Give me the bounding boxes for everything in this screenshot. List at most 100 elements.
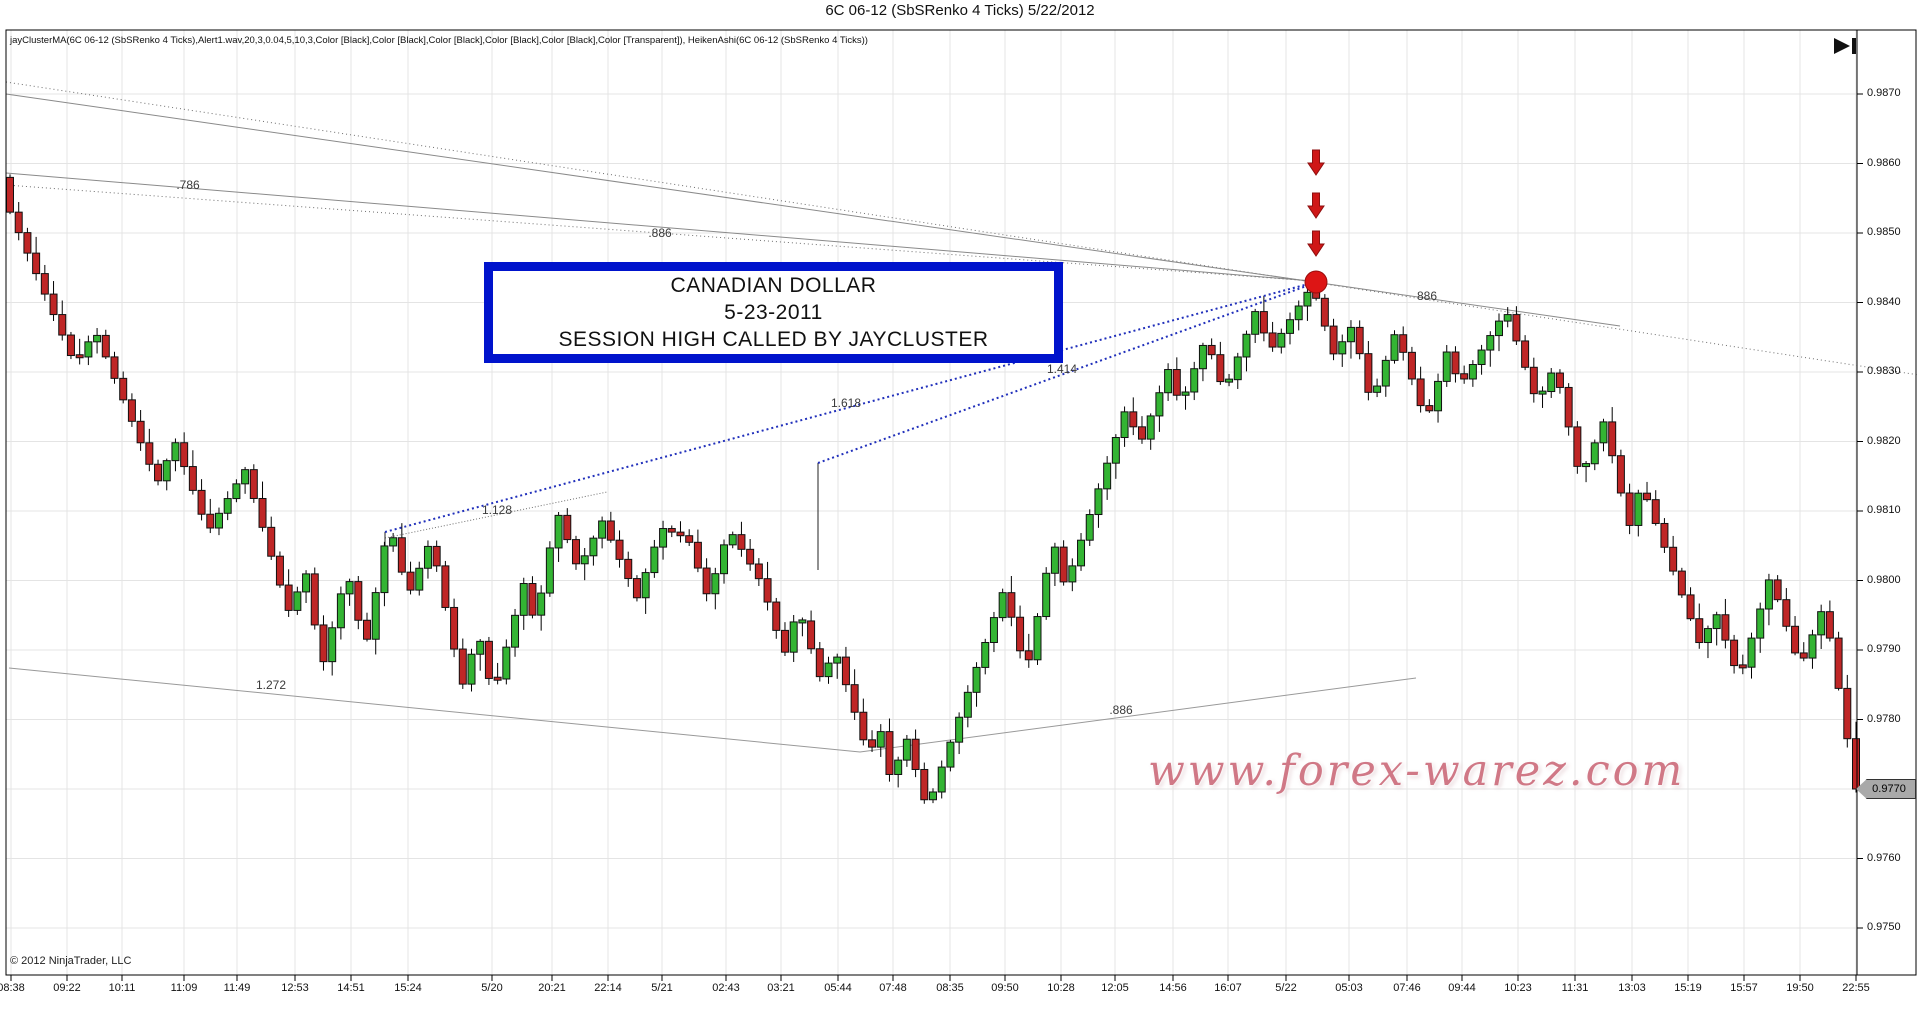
candle-up <box>824 662 833 678</box>
time-axis-label: 03:21 <box>767 982 795 994</box>
upper-trendline-dotted <box>5 81 1920 376</box>
candle-down <box>1059 546 1068 583</box>
price-axis-label: 0.9850 <box>1867 226 1901 238</box>
candle-up <box>1712 614 1721 630</box>
candle-up <box>537 592 546 616</box>
candle-up <box>1503 314 1512 322</box>
candle-up <box>1251 311 1260 335</box>
candle-down <box>632 578 641 599</box>
candle-down <box>1799 652 1808 659</box>
candle-up <box>1346 326 1355 343</box>
candle-down <box>1399 334 1408 353</box>
candle-up <box>963 691 972 718</box>
indicator-parameters-text: jayClusterMA(6C 06-12 (SbSRenko 4 Ticks)… <box>10 35 868 46</box>
chart-border <box>5 29 1917 976</box>
candle-down <box>746 548 755 565</box>
bottom-fib-trendline <box>8 667 1417 753</box>
price-axis-label: 0.9800 <box>1867 573 1901 586</box>
candle-down <box>868 739 877 748</box>
candle-down <box>685 535 694 543</box>
time-axis-label: 07:46 <box>1393 982 1421 994</box>
time-axis-label: 12:05 <box>1101 982 1129 994</box>
candle-down <box>1521 340 1530 368</box>
candle-down <box>1573 426 1582 467</box>
candle-up <box>1094 488 1103 516</box>
candle-down <box>1555 372 1564 388</box>
price-axis-label: 0.9870 <box>1867 87 1901 99</box>
price-axis-label: 0.9760 <box>1867 851 1901 864</box>
candle-down <box>258 497 267 528</box>
candle-down <box>1616 455 1625 494</box>
candle-down <box>667 528 676 533</box>
time-axis-label: 10:23 <box>1504 982 1532 994</box>
candle-up <box>711 573 720 595</box>
price-axis-label: 0.9810 <box>1867 504 1901 516</box>
time-axis-label: 20:21 <box>538 982 566 994</box>
candle-up <box>1233 356 1242 381</box>
fib-ratio-label: 1.618 <box>830 396 862 410</box>
candle-down <box>267 526 276 557</box>
candle-down <box>693 541 702 569</box>
candle-down <box>1625 492 1634 526</box>
candle-up <box>415 567 424 591</box>
candle-down <box>441 565 450 608</box>
candle-down <box>563 514 572 541</box>
price-axis-label: 0.9790 <box>1867 643 1901 655</box>
candle-down <box>1686 594 1695 620</box>
time-axis-label: 14:51 <box>337 982 365 994</box>
time-axis-label: 07:48 <box>879 982 907 994</box>
play-to-end-icon[interactable] <box>1834 38 1856 54</box>
fib-ratio-label: 886 <box>1416 289 1438 303</box>
fib-786-trendline <box>5 172 1313 282</box>
time-axis-label: 5/22 <box>1275 982 1297 994</box>
candle-down <box>136 420 145 444</box>
candle-up <box>989 617 998 644</box>
candle-up <box>972 666 981 693</box>
candle-down <box>528 583 537 616</box>
candle-up <box>1146 415 1155 440</box>
candle-down <box>737 534 746 550</box>
candle-down <box>1782 599 1791 627</box>
candle-down <box>1721 614 1730 641</box>
price-axis-label: 0.9780 <box>1867 712 1901 725</box>
candle-up <box>84 341 93 358</box>
candle-down <box>14 211 23 234</box>
candle-down <box>1843 687 1852 740</box>
candle-up <box>650 546 659 574</box>
fib-ratio-label: 1.272 <box>255 678 287 692</box>
candle-up <box>946 741 955 768</box>
candle-down <box>1451 351 1460 375</box>
candle-down <box>1695 618 1704 644</box>
candle-down <box>319 624 328 663</box>
candle-up <box>511 614 520 648</box>
candle-up <box>1120 411 1129 439</box>
time-axis-label: 10:11 <box>108 982 136 994</box>
time-axis-label: 11:09 <box>170 982 198 994</box>
candle-up <box>214 512 223 529</box>
upper-trendline-solid <box>5 93 1621 327</box>
annotation-box[interactable]: CANADIAN DOLLAR 5-23-2011 SESSION HIGH C… <box>484 262 1063 363</box>
candle-down <box>354 581 363 621</box>
candle-up <box>798 619 807 624</box>
candle-down <box>1564 386 1573 428</box>
candle-down <box>1207 344 1216 356</box>
time-axis-label: 11:49 <box>223 982 251 994</box>
candle-up <box>1477 349 1486 366</box>
candle-down <box>275 555 284 586</box>
candle-down <box>397 537 406 573</box>
candle-up <box>728 534 737 546</box>
price-axis-label: 0.9860 <box>1867 156 1901 169</box>
candle-up <box>1111 437 1120 464</box>
candle-up <box>336 593 345 629</box>
candle-down <box>1730 639 1739 667</box>
time-axis-label: 22:14 <box>594 982 622 994</box>
candle-down <box>1852 738 1860 790</box>
candle-down <box>1425 405 1434 412</box>
candle-up <box>1338 341 1347 355</box>
candle-down <box>484 640 493 679</box>
candle-up <box>1042 572 1051 618</box>
candle-down <box>1608 421 1617 457</box>
candle-up <box>1747 637 1756 668</box>
fib-ratio-label: 1.128 <box>481 503 513 517</box>
